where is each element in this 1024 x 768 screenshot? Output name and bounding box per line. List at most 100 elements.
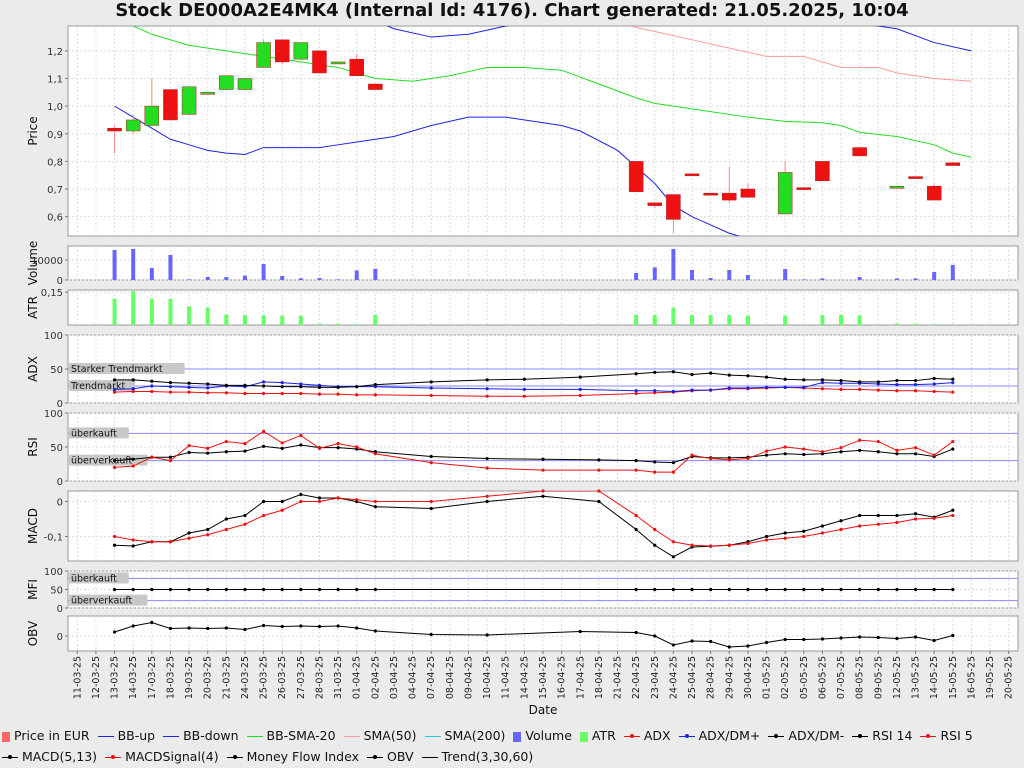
series-point bbox=[336, 385, 340, 389]
series-point bbox=[299, 385, 303, 389]
y-tick-label: 0 bbox=[57, 498, 63, 509]
legend-label: MACD(5,13) bbox=[22, 749, 98, 764]
atr-bar bbox=[708, 315, 713, 325]
reference-label: Starker Trendmarkt bbox=[71, 364, 163, 375]
series-point bbox=[541, 489, 545, 493]
series-point bbox=[280, 446, 284, 450]
volume-bar bbox=[112, 250, 117, 280]
series-point bbox=[709, 639, 713, 644]
x-tick-label: 09-04-25 bbox=[463, 656, 474, 699]
volume-bar bbox=[634, 273, 639, 280]
series-point bbox=[243, 522, 247, 526]
y-tick-label: 0 bbox=[57, 604, 63, 615]
series-point bbox=[206, 391, 210, 395]
series-point bbox=[671, 470, 675, 474]
series-point bbox=[168, 385, 173, 389]
series-point bbox=[317, 499, 322, 504]
x-tick-label: 10-04-25 bbox=[482, 656, 493, 699]
series-point bbox=[150, 379, 154, 383]
series-point bbox=[951, 508, 955, 512]
series-point bbox=[131, 544, 135, 548]
series-point bbox=[317, 392, 322, 396]
series-point bbox=[802, 534, 806, 539]
series-point bbox=[131, 378, 135, 382]
atr-bar bbox=[242, 315, 247, 325]
series-point bbox=[764, 538, 769, 542]
legend-swatch bbox=[105, 754, 122, 759]
legend-item: SMA(50) bbox=[343, 725, 417, 746]
candle-body bbox=[330, 61, 346, 65]
series-point bbox=[653, 460, 657, 464]
volume-bar bbox=[149, 268, 154, 280]
series-point bbox=[224, 626, 228, 630]
series-point bbox=[280, 587, 284, 592]
series-point bbox=[243, 627, 247, 632]
series-point bbox=[429, 506, 433, 511]
series-point bbox=[429, 499, 433, 504]
series-point bbox=[150, 620, 154, 625]
atr-bar bbox=[839, 314, 844, 325]
series-point bbox=[653, 389, 657, 393]
series-point bbox=[131, 464, 135, 468]
series-point bbox=[913, 446, 918, 450]
x-tick-label: 23-04-25 bbox=[650, 656, 661, 699]
series-point bbox=[243, 449, 247, 453]
series-point bbox=[597, 499, 601, 504]
x-tick-label: 26-03-25 bbox=[277, 656, 288, 699]
series-point bbox=[634, 630, 638, 635]
volume-bar bbox=[820, 278, 825, 280]
series-point bbox=[485, 456, 489, 461]
series-point bbox=[429, 454, 433, 459]
x-tick-label: 11-04-25 bbox=[501, 656, 512, 699]
series-point bbox=[261, 587, 266, 592]
series-point bbox=[168, 390, 173, 394]
series-point bbox=[206, 626, 210, 631]
volume-bar bbox=[745, 275, 750, 280]
atr-bar bbox=[783, 315, 788, 325]
atr-bar bbox=[634, 314, 639, 325]
series-point bbox=[913, 389, 918, 393]
candle-body bbox=[740, 188, 756, 198]
series-point bbox=[280, 441, 284, 445]
x-tick-label: 02-05-25 bbox=[780, 656, 791, 699]
legend-label: ATR bbox=[591, 728, 616, 743]
series-point bbox=[634, 468, 638, 472]
x-tick-label: 13-05-25 bbox=[911, 656, 922, 699]
series-point bbox=[895, 520, 899, 525]
legend-swatch bbox=[163, 736, 180, 737]
series-point bbox=[653, 543, 657, 547]
volume-bar bbox=[373, 268, 378, 280]
series-point bbox=[187, 444, 191, 448]
legend-label: OBV bbox=[386, 749, 414, 764]
x-tick-label: 13-03-25 bbox=[110, 656, 121, 699]
series-point bbox=[951, 390, 955, 394]
volume-bar bbox=[950, 265, 955, 280]
y-tick-label: 10000 bbox=[31, 256, 63, 267]
volume-bar bbox=[205, 277, 210, 280]
legend-item: BB-SMA-20 bbox=[246, 725, 336, 746]
series-point bbox=[858, 635, 862, 639]
series-point bbox=[299, 624, 303, 628]
candle-body bbox=[368, 83, 383, 90]
series-point bbox=[913, 635, 918, 639]
x-tick-label: 24-03-25 bbox=[240, 656, 251, 699]
reference-label: Trendmarkt bbox=[70, 381, 125, 392]
series-point bbox=[187, 531, 191, 535]
series-point bbox=[429, 393, 433, 398]
series-point bbox=[653, 370, 657, 374]
series-point bbox=[746, 541, 750, 546]
series-point bbox=[951, 587, 955, 592]
series-point bbox=[839, 450, 843, 454]
legend-swatch bbox=[246, 736, 263, 737]
legend-swatch bbox=[623, 733, 640, 738]
volume-bar bbox=[801, 279, 806, 280]
series-point bbox=[336, 392, 340, 396]
series-point bbox=[839, 446, 843, 450]
y-tick-label: 100 bbox=[44, 409, 63, 420]
candle-body bbox=[256, 42, 271, 68]
series-point bbox=[820, 524, 825, 528]
x-tick-label: 02-04-25 bbox=[370, 656, 381, 699]
series-sma-50- bbox=[627, 26, 972, 82]
legend-swatch bbox=[513, 731, 522, 742]
series-point bbox=[131, 587, 135, 592]
